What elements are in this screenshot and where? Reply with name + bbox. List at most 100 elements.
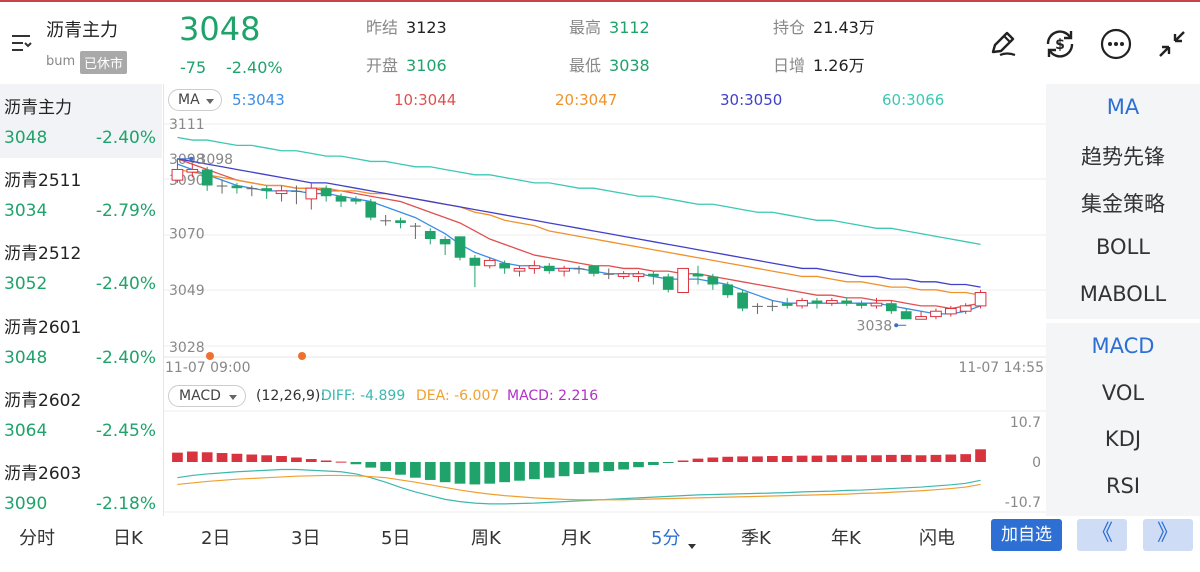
tab-weekly[interactable]: 周K <box>471 528 501 549</box>
macd-hist-bar <box>276 456 287 462</box>
stat-low: 最低 3038 <box>569 52 650 76</box>
candle-body <box>216 185 228 187</box>
contract-item[interactable]: 沥青2603 3090 -2.18% <box>0 450 162 524</box>
indicator-panel: MA 趋势先锋 集金策略 BOLL MABOLL MACD VOL KDJ RS… <box>1046 84 1200 516</box>
contract-item[interactable]: 沥青2512 3052 -2.40% <box>0 230 162 304</box>
contract-item[interactable]: 沥青2601 3048 -2.40% <box>0 304 162 378</box>
macd-diff-line <box>177 468 981 505</box>
indicator-capital-strategy[interactable]: 集金策略 <box>1081 192 1165 216</box>
stat-value: 3112 <box>609 18 650 37</box>
macd-hist-bar <box>811 455 823 462</box>
stat-value: 3123 <box>406 18 447 37</box>
macd-hist-bar <box>454 462 466 484</box>
candle-body <box>781 303 793 306</box>
indicator-rsi[interactable]: RSI <box>1105 474 1141 498</box>
tab-monthly[interactable]: 月K <box>561 528 591 549</box>
indicator-macd[interactable]: MACD <box>1091 334 1155 358</box>
add-to-watchlist-button[interactable]: 加自选 <box>991 519 1062 551</box>
contract-item-price: 3090 <box>4 494 48 514</box>
candle-body <box>380 220 392 222</box>
ma-legend-30: 30:3050 <box>720 91 783 109</box>
contract-item[interactable]: 沥青2602 3064 -2.45% <box>0 377 162 451</box>
candle-body <box>483 259 496 267</box>
indicator-vol[interactable]: VOL <box>1101 381 1145 405</box>
candle-body <box>692 273 704 277</box>
candle-body <box>528 265 541 269</box>
indicator-maboll[interactable]: MABOLL <box>1079 282 1167 306</box>
candle-body <box>766 305 778 307</box>
chart-area[interactable]: MA 5:3043 10:3044 20:3047 30:3050 60:306… <box>164 84 1046 516</box>
tab-flash[interactable]: 闪电 <box>919 528 955 549</box>
macd-hist-bar <box>677 460 689 462</box>
macd-hist-bar <box>365 462 377 468</box>
macd-hist-bar <box>246 454 258 462</box>
collapse-icon[interactable] <box>1154 26 1190 62</box>
candle-body <box>395 220 406 223</box>
indicator-ma[interactable]: MA <box>1106 95 1140 119</box>
tab-yearly[interactable]: 年K <box>831 528 861 549</box>
contract-list-toggle-icon[interactable] <box>10 32 36 54</box>
tab-quarterly[interactable]: 季K <box>741 528 771 549</box>
next-contract-button[interactable]: 》 <box>1143 519 1193 551</box>
ma-selector[interactable]: MA <box>168 89 222 111</box>
stat-label: 昨结 <box>366 18 399 37</box>
contract-item-pct: -2.18% <box>95 494 156 514</box>
macd-hist-bar <box>543 462 555 478</box>
last-price: 3048 <box>179 10 261 48</box>
macd-hist-bar <box>216 453 228 462</box>
candle-body <box>558 267 570 272</box>
macd-hist-bar <box>350 462 362 465</box>
candle-body <box>915 316 927 320</box>
candle-body <box>454 236 466 258</box>
tab-5min[interactable]: 5分 <box>651 528 681 549</box>
candle-body <box>722 284 734 296</box>
high-label: 3098 <box>197 152 233 168</box>
tab-5day[interactable]: 5日 <box>381 528 411 549</box>
macd-hist-bar <box>900 454 912 462</box>
high-marker-dot <box>189 156 194 161</box>
candle-body <box>870 302 883 307</box>
chevron-down-icon[interactable] <box>688 544 696 549</box>
macd-hist-bar <box>172 452 183 462</box>
contract-item[interactable]: 沥青主力 3048 -2.40% <box>0 84 162 158</box>
contract-item-pct: -2.45% <box>95 421 156 441</box>
ma-legend-60: 60:3066 <box>882 91 945 109</box>
contract-item-pct: -2.40% <box>95 348 156 368</box>
tab-daily[interactable]: 日K <box>113 528 143 549</box>
ma-selector-label: MA <box>178 92 200 108</box>
macd-hist-bar <box>618 462 629 470</box>
macd-hist-bar <box>766 456 778 462</box>
contract-item-name: 沥青2511 <box>4 171 82 191</box>
macd-hist-bar <box>648 462 659 465</box>
macd-hist-bar <box>439 462 451 483</box>
candle-body <box>737 292 748 309</box>
candle-body <box>261 188 273 191</box>
indicator-kdj[interactable]: KDJ <box>1104 427 1142 451</box>
quote-header: 沥青主力 bum 已休市 3048 -75 -2.40% 昨结 3123 最高 31… <box>0 2 1200 84</box>
contract-item[interactable]: 沥青2511 3034 -2.79% <box>0 157 162 231</box>
macd-hist-bar <box>722 456 734 462</box>
macd-selector[interactable]: MACD <box>168 385 246 407</box>
stat-value: 21.43万 <box>813 18 875 37</box>
macd-hist-bar <box>186 451 198 462</box>
price-change-pct: -2.40% <box>226 58 283 77</box>
macd-hist-bar <box>573 462 585 474</box>
currency-swap-icon[interactable]: $ <box>1042 26 1078 62</box>
edit-pen-icon[interactable] <box>985 26 1021 62</box>
contract-item-name: 沥青主力 <box>4 98 72 118</box>
macd-params: (12,26,9): <box>256 388 326 404</box>
candle-body <box>350 198 362 202</box>
indicator-boll[interactable]: BOLL <box>1096 235 1150 259</box>
candle-body <box>171 168 184 181</box>
indicator-trend[interactable]: 趋势先锋 <box>1081 145 1165 169</box>
tab-3day[interactable]: 3日 <box>291 528 321 549</box>
period-tab-bar: 分时 日K 2日 3日 5日 周K 月K 5分 季K 年K 闪电 加自选 《 》 <box>0 516 1200 572</box>
tab-intraday[interactable]: 分时 <box>19 528 55 549</box>
contract-code: bum <box>46 54 76 69</box>
prev-contract-button[interactable]: 《 <box>1077 519 1127 551</box>
candle-body <box>513 267 526 272</box>
tab-2day[interactable]: 2日 <box>201 528 231 549</box>
candle-body <box>410 225 421 227</box>
more-icon[interactable] <box>1098 26 1134 62</box>
